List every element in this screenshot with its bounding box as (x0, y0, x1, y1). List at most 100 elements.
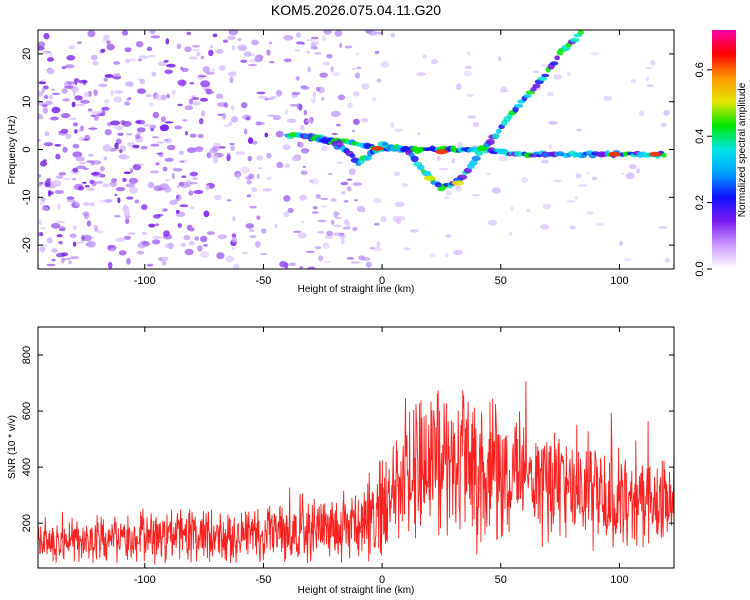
noise-blob (205, 71, 214, 75)
noise-blob (74, 129, 78, 134)
noise-blob (346, 186, 352, 192)
noise-blob (128, 58, 137, 62)
noise-blob (380, 216, 387, 223)
noise-blob (43, 85, 49, 90)
noise-blob (192, 49, 200, 52)
noise-blob (38, 101, 46, 106)
noise-blob (46, 237, 53, 244)
peak-blob (423, 175, 436, 181)
noise-blob (50, 116, 59, 121)
noise-blob (339, 42, 343, 48)
noise-blob (262, 188, 273, 192)
noise-blob (215, 49, 224, 54)
noise-blob (180, 242, 186, 248)
x-tick-label: -50 (255, 275, 271, 287)
noise-blob (93, 115, 99, 121)
noise-blob (236, 173, 241, 181)
noise-blob (137, 78, 145, 81)
noise-blob (196, 52, 201, 57)
noise-blob (373, 222, 380, 226)
noise-blob (114, 125, 124, 131)
noise-blob (99, 166, 105, 172)
noise-blob (47, 68, 55, 75)
noise-blob (117, 197, 121, 204)
noise-blob (192, 44, 201, 48)
noise-blob (323, 30, 332, 35)
noise-blob (58, 172, 67, 176)
noise-blob (488, 219, 498, 226)
noise-blob (39, 232, 44, 237)
noise-blob (44, 182, 51, 188)
noise-blob (596, 222, 604, 226)
noise-blob (210, 44, 214, 49)
noise-blob (267, 114, 277, 117)
noise-blob (155, 94, 163, 101)
feature-blob (530, 87, 537, 92)
noise-blob (222, 112, 227, 120)
noise-blob (75, 156, 85, 162)
noise-blob (266, 176, 272, 180)
noise-blob (361, 257, 371, 261)
noise-blob (56, 220, 66, 223)
noise-blob (78, 79, 88, 84)
noise-blob (276, 132, 281, 138)
noise-blob (87, 30, 96, 38)
y-tick-label: 10 (21, 96, 33, 108)
noise-blob (136, 250, 145, 255)
noise-blob (352, 182, 362, 187)
noise-blob (52, 179, 62, 187)
noise-blob (141, 204, 148, 211)
noise-blob (42, 159, 48, 162)
noise-blob (227, 71, 237, 77)
feature-blob (532, 83, 541, 89)
noise-blob (287, 207, 294, 214)
feature-blob (331, 141, 338, 147)
noise-blob (147, 55, 157, 58)
noise-blob (202, 66, 210, 73)
noise-blob (51, 88, 55, 91)
noise-blob (402, 183, 408, 188)
noise-blob (206, 231, 215, 236)
noise-blob (340, 181, 349, 186)
noise-blob (306, 50, 310, 54)
noise-blob (209, 91, 215, 94)
noise-blob (162, 166, 168, 172)
x-tick-label: 50 (495, 275, 507, 287)
y-tick-label: -20 (21, 237, 33, 253)
noise-blob (268, 41, 273, 45)
noise-blob (189, 56, 198, 60)
noise-blob (508, 231, 513, 236)
noise-blob (54, 190, 65, 194)
noise-blob (322, 242, 330, 249)
noise-blob (224, 102, 228, 108)
noise-blob (164, 121, 174, 124)
noise-blob (231, 116, 238, 123)
noise-blob (231, 104, 235, 111)
noise-blob (541, 159, 549, 164)
noise-blob (603, 95, 613, 102)
noise-blob (137, 88, 147, 94)
noise-blob (586, 172, 591, 175)
noise-blob (311, 211, 319, 214)
noise-blob (256, 155, 264, 161)
noise-blob (145, 93, 152, 98)
noise-blob (346, 257, 355, 260)
noise-blob (68, 85, 78, 91)
noise-blob (240, 102, 248, 109)
noise-blob (103, 34, 110, 41)
noise-blob (373, 31, 384, 35)
colorbar-ticks: 0.0 0.2 0.4 0.6 (694, 62, 712, 277)
noise-blob (300, 124, 305, 131)
noise-blob (95, 180, 104, 184)
peak-blob (649, 151, 662, 157)
noise-blob (275, 89, 283, 97)
noise-blob (575, 173, 582, 179)
feature-blob (469, 159, 478, 166)
noise-blob (621, 172, 625, 176)
x-tick-label: -50 (255, 574, 271, 586)
noise-blob (296, 33, 302, 37)
noise-blob (201, 110, 206, 117)
noise-blob (135, 41, 144, 48)
noise-blob (188, 190, 194, 196)
noise-blob (301, 149, 308, 154)
